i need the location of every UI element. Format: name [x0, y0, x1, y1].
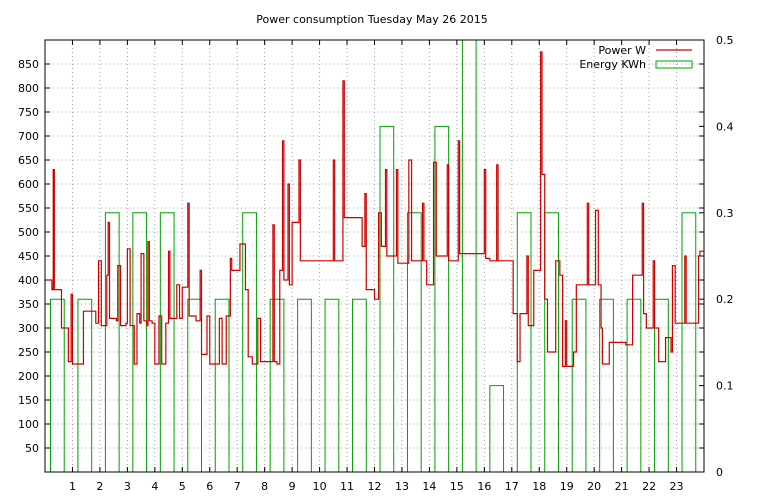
y-left-tick-label: 200	[18, 370, 39, 383]
x-tick-label: 17	[505, 480, 519, 493]
x-tick-label: 19	[560, 480, 574, 493]
x-tick-label: 16	[477, 480, 491, 493]
energy-bar	[242, 212, 257, 472]
x-tick-label: 9	[289, 480, 296, 493]
x-tick-label: 21	[615, 480, 629, 493]
legend-label: Power W	[598, 44, 646, 57]
plot-frame	[44, 39, 705, 473]
energy-bar	[571, 298, 587, 472]
x-tick-label: 20	[587, 480, 601, 493]
y-left-tick-label: 600	[18, 178, 39, 191]
x-tick-label: 22	[642, 480, 656, 493]
y-right-tick-label: 0.5	[716, 34, 734, 47]
x-tick-label: 3	[124, 480, 131, 493]
energy-bar	[516, 212, 532, 472]
x-tick-label: 18	[532, 480, 546, 493]
y-left-tick-label: 750	[18, 106, 39, 119]
y-right-tick-label: 0.4	[716, 120, 734, 133]
x-tick-label: 10	[313, 480, 327, 493]
y-right-tick-label: 0.2	[716, 293, 734, 306]
y-left-tick-label: 250	[18, 346, 39, 359]
x-tick-label: 5	[179, 480, 186, 493]
energy-bar	[599, 298, 614, 472]
y-axis-left-ticks: 50 100 150 200 250 300 350 400 450 500 550 600 650 70…	[18, 58, 704, 455]
energy-bar	[544, 212, 559, 472]
y-left-tick-label: 650	[18, 154, 39, 167]
energy-bar	[379, 125, 395, 472]
x-tick-label: 8	[261, 480, 268, 493]
x-tick-label: 23	[670, 480, 684, 493]
x-tick-label: 2	[96, 480, 103, 493]
x-axis-ticks: 1 2 3 4 5 6 7 8 9 10 11 12 13 14 15 16 17 18 19 20 21 22 23	[69, 40, 684, 493]
y-left-tick-label: 100	[18, 418, 39, 431]
energy-bar	[654, 298, 669, 472]
x-tick-label: 13	[395, 480, 409, 493]
x-tick-label: 1	[69, 480, 76, 493]
y-left-tick-label: 500	[18, 226, 39, 239]
legend-swatch-energy	[655, 60, 693, 69]
y-left-tick-label: 350	[18, 298, 39, 311]
energy-bar	[681, 212, 697, 472]
y-left-tick-label: 850	[18, 58, 39, 71]
x-tick-label: 12	[368, 480, 382, 493]
energy-bar	[104, 212, 120, 472]
power-line	[45, 51, 704, 367]
energy-bar	[132, 212, 148, 472]
energy-bar	[434, 125, 450, 472]
energy-bar	[77, 298, 93, 472]
y-left-tick-label: 550	[18, 202, 39, 215]
y-axis-right-ticks: 0 0.1 0.2 0.3 0.4 0.5	[699, 34, 734, 479]
energy-bar	[324, 298, 340, 472]
energy-bar	[187, 298, 203, 472]
energy-bar	[159, 212, 175, 472]
x-tick-label: 15	[450, 480, 464, 493]
energy-bar	[489, 385, 505, 472]
energy-bar	[269, 298, 285, 472]
x-tick-label: 6	[206, 480, 213, 493]
grid-lines	[45, 40, 704, 472]
energy-bar	[352, 298, 367, 472]
y-right-tick-label: 0	[716, 466, 723, 479]
x-tick-label: 4	[151, 480, 158, 493]
x-tick-label: 11	[340, 480, 354, 493]
y-left-tick-label: 300	[18, 322, 39, 335]
y-left-tick-label: 400	[18, 274, 39, 287]
x-tick-label: 7	[234, 480, 241, 493]
y-left-tick-label: 700	[18, 130, 39, 143]
energy-bar	[406, 212, 422, 472]
y-left-tick-label: 150	[18, 394, 39, 407]
y-left-tick-label: 50	[25, 442, 39, 455]
legend-label: Energy KWh	[579, 58, 646, 71]
energy-bar	[214, 298, 230, 472]
energy-bar	[297, 298, 312, 472]
energy-bar	[49, 298, 65, 472]
chart-title: Power consumption Tuesday May 26 2015	[256, 13, 487, 26]
y-left-tick-label: 450	[18, 250, 39, 263]
energy-bar	[626, 298, 642, 472]
y-right-tick-label: 0.3	[716, 207, 734, 220]
x-tick-label: 14	[422, 480, 436, 493]
y-right-tick-label: 0.1	[716, 380, 734, 393]
power-series	[45, 51, 704, 367]
y-left-tick-label: 800	[18, 82, 39, 95]
